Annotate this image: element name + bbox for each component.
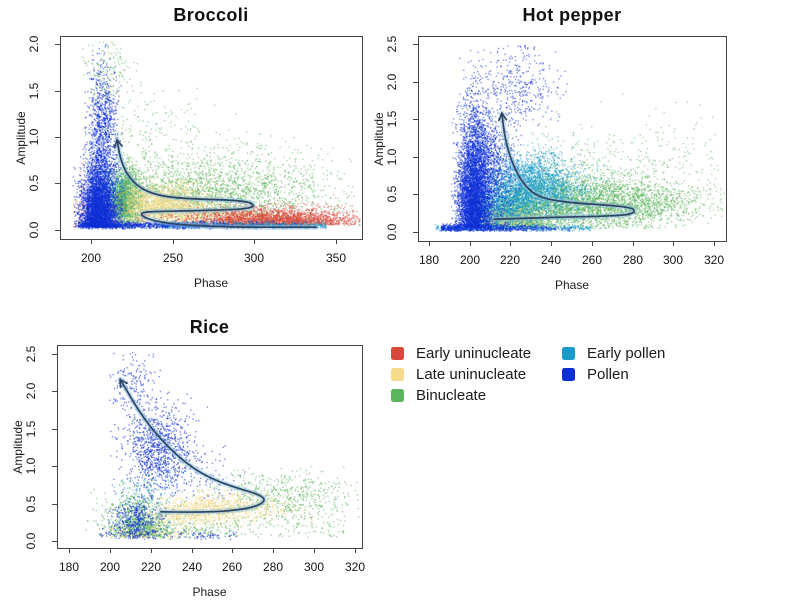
y-tick-label: 1.0: [24, 457, 38, 475]
x-axis-label: Phase: [192, 585, 227, 599]
x-tick-label: 240: [181, 560, 203, 574]
broccoli-scatter-canvas: [0, 0, 400, 300]
legend-item-early-pollen: Early pollen: [562, 344, 666, 362]
x-tick-label: 200: [99, 560, 121, 574]
x-tick-label: 200: [459, 253, 481, 267]
legend-item-binucleate: Binucleate: [391, 386, 562, 404]
x-axis-label: Phase: [554, 278, 590, 292]
x-tick-label: 350: [325, 251, 347, 265]
chart-hot-pepper: Hot pepper Phase Amplitude 180 200 220 240 2…: [365, 0, 800, 300]
y-tick-label: 1.0: [27, 128, 41, 146]
x-tick-label: 240: [540, 253, 562, 267]
x-tick-label: 220: [140, 560, 162, 574]
x-tick-label: 220: [499, 253, 521, 267]
chart-title-broccoli: Broccoli: [173, 5, 249, 25]
x-tick-label: 280: [622, 253, 644, 267]
legend-swatch-early-pollen: [562, 346, 575, 360]
x-tick-label: 180: [58, 560, 80, 574]
legend-label: Early pollen: [587, 344, 666, 362]
y-tick-label: 0.0: [385, 223, 399, 241]
y-tick-label: 0.5: [24, 495, 38, 513]
y-tick-label: 0.0: [27, 221, 41, 239]
legend-swatch-early-uninucleate: [391, 346, 404, 360]
legend-label: Binucleate: [416, 386, 487, 404]
chart-title-rice: Rice: [189, 317, 230, 337]
chart-rice: Rice Phase Amplitude 180 200 220 240 260 280 3…: [0, 310, 400, 608]
y-tick-label: 1.5: [385, 110, 399, 128]
y-tick-label: 1.5: [27, 82, 41, 100]
y-tick-label: 0.5: [385, 185, 399, 203]
legend-label: Pollen: [587, 365, 629, 383]
y-tick-label: 1.5: [24, 420, 38, 438]
legend-item-late-uninucleate: Late uninucleate: [391, 365, 562, 383]
legend-item-pollen: Pollen: [562, 365, 665, 383]
y-tick-label: 2.0: [27, 35, 41, 53]
legend-label: Early uninucleate: [416, 344, 532, 362]
legend-column-1: Early uninucleate Late uninucleate Binuc…: [391, 345, 562, 408]
y-tick-label: 0.5: [27, 174, 41, 192]
legend-column-2: Early pollen Pollen: [562, 345, 665, 408]
x-tick-label: 280: [262, 560, 284, 574]
legend-label: Late uninucleate: [416, 365, 527, 383]
hot-pepper-scatter-canvas: [365, 0, 800, 300]
legend-swatch-pollen: [562, 367, 575, 381]
x-tick-label: 260: [581, 253, 603, 267]
y-tick-label: 2.0: [24, 382, 38, 400]
y-tick-label: 0.0: [24, 532, 38, 550]
legend: Early uninucleate Late uninucleate Binuc…: [391, 345, 665, 408]
y-tick-label: 2.5: [24, 345, 38, 363]
x-tick-label: 180: [418, 253, 440, 267]
y-axis-label: Amplitude: [14, 110, 28, 165]
x-tick-label: 320: [344, 560, 366, 574]
y-tick-label: 2.5: [385, 35, 399, 53]
x-tick-label: 200: [80, 251, 102, 265]
x-tick-label: 320: [703, 253, 725, 267]
x-tick-label: 300: [243, 251, 265, 265]
x-tick-label: 250: [162, 251, 184, 265]
y-axis-label: Amplitude: [11, 419, 25, 474]
y-tick-label: 2.0: [385, 73, 399, 91]
rice-scatter-canvas: [0, 310, 400, 608]
chart-broccoli: Broccoli Phase Amplitude 200 250 300 350 0.0…: [0, 0, 400, 300]
legend-swatch-late-uninucleate: [391, 367, 404, 381]
legend-swatch-binucleate: [391, 388, 404, 402]
x-tick-label: 260: [221, 560, 243, 574]
x-axis-label: Phase: [193, 276, 229, 290]
x-tick-label: 300: [662, 253, 684, 267]
x-tick-label: 300: [303, 560, 325, 574]
y-tick-label: 1.0: [385, 148, 399, 166]
legend-item-early-uninucleate: Early uninucleate: [391, 344, 562, 362]
chart-title-hot-pepper: Hot pepper: [522, 5, 622, 25]
y-axis-label: Amplitude: [372, 111, 386, 166]
